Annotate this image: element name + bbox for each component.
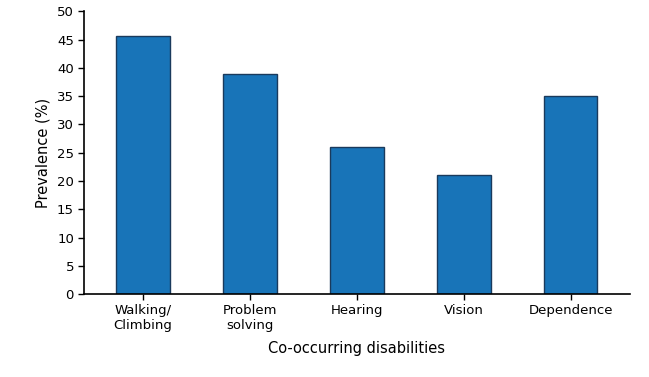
Y-axis label: Prevalence (%): Prevalence (%) (35, 98, 50, 208)
Bar (116, 35, 170, 294)
Bar (544, 96, 598, 294)
Bar (330, 147, 384, 294)
Bar (223, 74, 276, 294)
Bar (437, 175, 491, 294)
X-axis label: Co-occurring disabilities: Co-occurring disabilities (269, 341, 445, 356)
